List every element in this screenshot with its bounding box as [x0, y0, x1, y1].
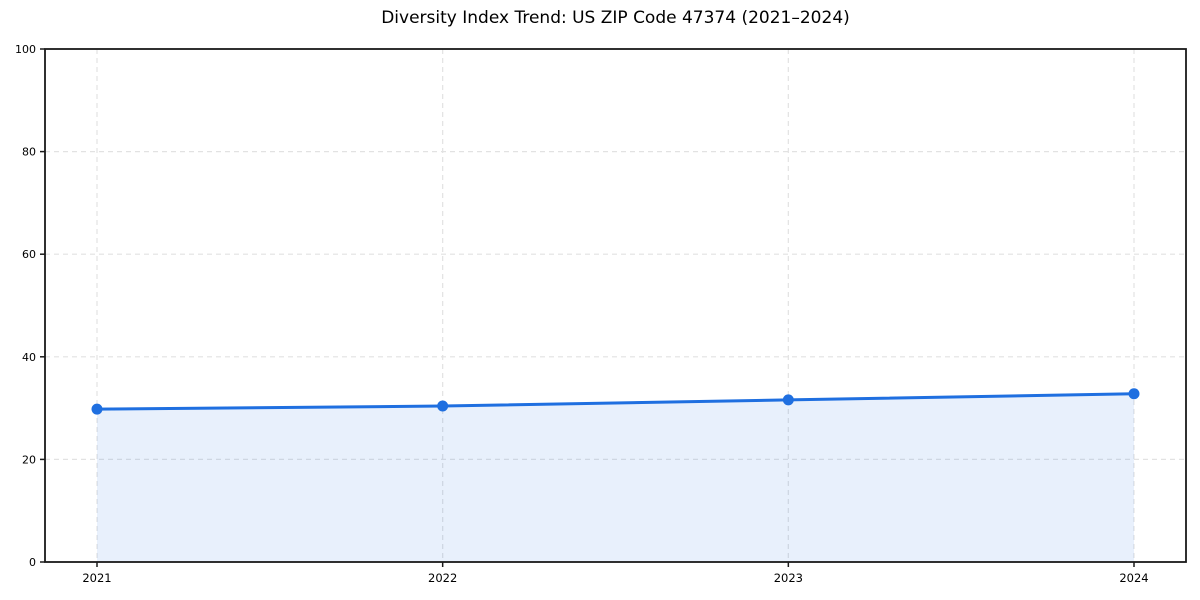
data-point-2021	[91, 403, 103, 415]
data-point-2024	[1128, 388, 1140, 400]
x-tick-label-2021: 2021	[82, 571, 111, 585]
trend-line	[95, 392, 1136, 411]
y-tick-label-80: 80	[22, 146, 36, 159]
x-tick-label-2022: 2022	[428, 571, 457, 585]
y-tick-label-0: 0	[29, 556, 36, 569]
y-tick-label-20: 20	[22, 453, 36, 466]
area-fill	[97, 393, 1134, 562]
data-point-2022	[437, 400, 449, 412]
x-tick-label-2024: 2024	[1119, 571, 1148, 585]
plot-border	[44, 48, 1187, 563]
y-tick-label-40: 40	[22, 351, 36, 364]
y-tick-label-100: 100	[15, 43, 36, 56]
data-point-2023	[782, 394, 794, 406]
y-tick-label-60: 60	[22, 248, 36, 261]
chart-title: Diversity Index Trend: US ZIP Code 47374…	[381, 8, 850, 28]
x-tick-label-2023: 2023	[774, 571, 803, 585]
